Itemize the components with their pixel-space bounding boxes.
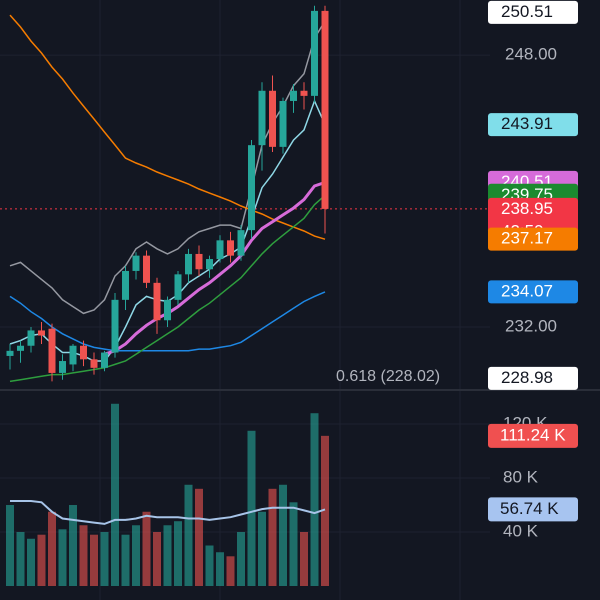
volume-bar — [195, 488, 203, 586]
candle-body — [122, 270, 129, 300]
candle-body — [164, 299, 171, 321]
volume-bar — [27, 538, 35, 586]
candle-body — [174, 274, 182, 300]
volume-bar — [142, 511, 151, 586]
volume-bar — [289, 502, 298, 586]
volume-bar — [268, 488, 277, 586]
volume-bar — [321, 435, 329, 586]
volume-tag-label: 56.74 K — [500, 499, 559, 518]
volume-ma-line — [10, 500, 326, 525]
candle-body — [101, 352, 108, 368]
candle-body — [132, 255, 140, 271]
volume-bar — [237, 532, 245, 586]
price-tag — [488, 0, 578, 24]
candle-body — [27, 330, 35, 346]
price-tag-label: 237.17 — [501, 229, 553, 248]
candle-body — [111, 299, 119, 353]
y-tick-label: 80 K — [503, 467, 539, 486]
volume-bar — [90, 534, 98, 586]
y-tick-label: 248.00 — [505, 45, 557, 64]
candle-body — [321, 10, 329, 209]
candle-body — [206, 259, 213, 270]
candle-body — [59, 361, 66, 373]
volume-tag — [488, 497, 578, 522]
volume-bar — [300, 532, 308, 586]
candle-body — [269, 90, 276, 147]
candle-body — [185, 253, 192, 275]
candle-body — [80, 345, 87, 360]
price-tag-label: 243.91 — [501, 114, 553, 133]
volume-bar — [6, 505, 14, 586]
volume-bar — [121, 534, 130, 586]
indicator-line — [9, 14, 326, 240]
y-tick-label: 232.00 — [505, 317, 557, 336]
candle-body — [90, 359, 98, 368]
candle-body — [38, 330, 45, 336]
candle-body — [279, 100, 287, 147]
price-tag — [488, 113, 578, 137]
volume-bar — [37, 534, 46, 586]
price-tag-label: 228.98 — [501, 368, 553, 387]
volume-bar — [205, 545, 214, 586]
volume-bar — [100, 532, 109, 586]
candle-body — [153, 282, 161, 321]
candle-body — [237, 230, 245, 256]
volume-bar — [216, 552, 224, 586]
candle-body — [300, 90, 308, 96]
volume-bar — [279, 484, 287, 586]
candle-body — [48, 328, 56, 373]
candle-body — [143, 255, 150, 283]
fib-annotation: 0.618 (228.02) — [336, 368, 440, 385]
y-tick-label: 40 K — [503, 521, 539, 540]
volume-bar — [69, 505, 77, 586]
volume-bar — [79, 525, 88, 586]
candle-body — [6, 350, 14, 356]
candle-body — [195, 253, 203, 270]
candle-body — [258, 90, 266, 146]
volume-bar — [132, 525, 140, 586]
indicator-line — [9, 291, 326, 352]
volume-bar — [258, 511, 266, 586]
volume-bar — [48, 511, 56, 586]
volume-bar — [174, 521, 182, 586]
volume-bar — [16, 532, 25, 586]
volume-bar — [111, 403, 119, 586]
volume-bar — [310, 413, 319, 586]
volume-bar — [184, 484, 193, 586]
volume-bar — [247, 430, 256, 586]
candle-body — [311, 10, 318, 96]
volume-bar — [153, 532, 161, 586]
volume-bar — [58, 529, 67, 586]
candle-body — [17, 345, 24, 351]
volume-bar — [226, 556, 235, 586]
price-tag — [488, 280, 578, 304]
volume-bar — [163, 525, 172, 586]
price-tag-label: 234.07 — [501, 281, 553, 300]
indicator-line — [104, 180, 326, 356]
price-tag-label: 250.51 — [501, 2, 553, 21]
candle-body — [248, 145, 255, 231]
candle-body — [227, 240, 234, 256]
candle-body — [290, 90, 297, 101]
volume-tag — [488, 423, 578, 448]
price-tag — [488, 366, 578, 390]
candle-body — [216, 240, 224, 260]
price-tag — [488, 227, 578, 251]
price-tag-label: 238.95 — [501, 199, 553, 218]
candle-body — [69, 345, 77, 365]
volume-tag-label: 111.24 K — [500, 425, 566, 444]
